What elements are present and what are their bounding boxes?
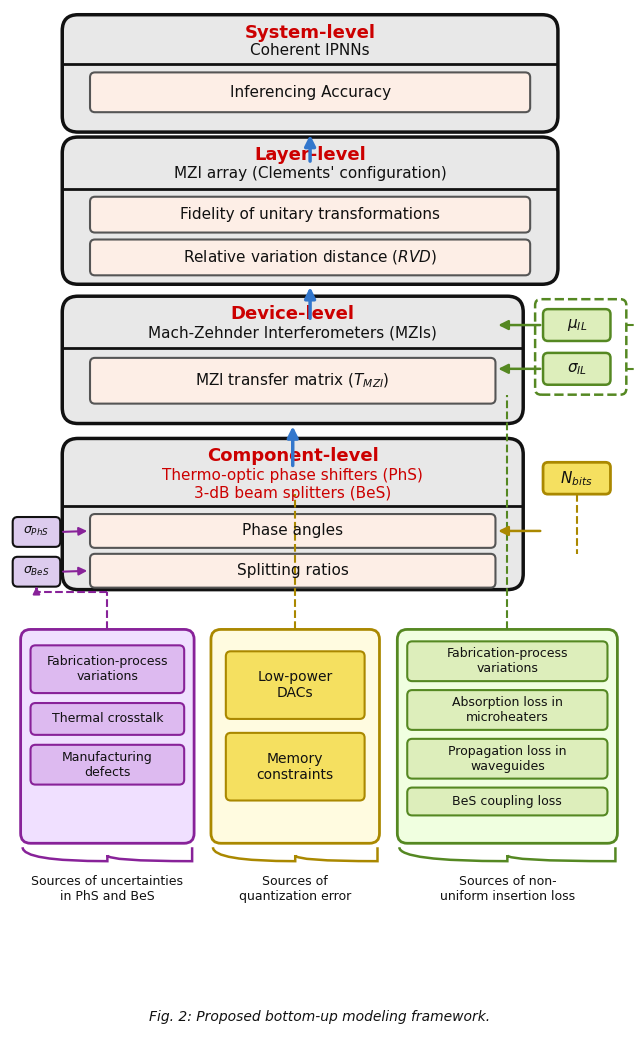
Text: Sources of non-
uniform insertion loss: Sources of non- uniform insertion loss bbox=[440, 875, 575, 903]
FancyBboxPatch shape bbox=[13, 556, 60, 587]
FancyBboxPatch shape bbox=[62, 138, 558, 284]
Text: Propagation loss in
waveguides: Propagation loss in waveguides bbox=[448, 745, 566, 773]
Text: $\sigma_{PhS}$: $\sigma_{PhS}$ bbox=[24, 525, 49, 539]
FancyBboxPatch shape bbox=[90, 514, 495, 548]
Text: BeS coupling loss: BeS coupling loss bbox=[452, 795, 562, 808]
Text: Fig. 2: Proposed bottom-up modeling framework.: Fig. 2: Proposed bottom-up modeling fram… bbox=[149, 1011, 491, 1024]
FancyBboxPatch shape bbox=[31, 745, 184, 785]
FancyBboxPatch shape bbox=[543, 353, 611, 384]
Text: Component-level: Component-level bbox=[207, 447, 379, 466]
Text: Low-power
DACs: Low-power DACs bbox=[257, 670, 333, 700]
Text: Mach-Zehnder Interferometers (MZIs): Mach-Zehnder Interferometers (MZIs) bbox=[148, 325, 437, 341]
FancyBboxPatch shape bbox=[20, 629, 194, 843]
FancyBboxPatch shape bbox=[90, 197, 530, 232]
FancyBboxPatch shape bbox=[62, 296, 524, 423]
Text: Relative variation distance ($\it{RVD}$): Relative variation distance ($\it{RVD}$) bbox=[183, 248, 437, 267]
Text: Absorption loss in
microheaters: Absorption loss in microheaters bbox=[452, 696, 563, 724]
Text: $N_{bits}$: $N_{bits}$ bbox=[561, 469, 593, 488]
Text: Fabrication-process
variations: Fabrication-process variations bbox=[47, 655, 168, 684]
Text: $\mu_{IL}$: $\mu_{IL}$ bbox=[566, 317, 587, 333]
FancyBboxPatch shape bbox=[62, 15, 558, 132]
Text: Memory
constraints: Memory constraints bbox=[257, 751, 334, 782]
Text: Layer-level: Layer-level bbox=[254, 146, 366, 164]
Text: Sources of uncertainties
in PhS and BeS: Sources of uncertainties in PhS and BeS bbox=[31, 875, 184, 903]
Text: $\sigma_{BeS}$: $\sigma_{BeS}$ bbox=[23, 565, 50, 578]
FancyBboxPatch shape bbox=[90, 240, 530, 275]
FancyBboxPatch shape bbox=[407, 642, 607, 681]
Text: Fidelity of unitary transformations: Fidelity of unitary transformations bbox=[180, 207, 440, 222]
Text: Sources of
quantization error: Sources of quantization error bbox=[239, 875, 351, 903]
Text: System-level: System-level bbox=[244, 24, 376, 42]
FancyBboxPatch shape bbox=[90, 554, 495, 588]
Text: $\sigma_{IL}$: $\sigma_{IL}$ bbox=[566, 361, 587, 376]
FancyBboxPatch shape bbox=[543, 463, 611, 494]
FancyBboxPatch shape bbox=[31, 645, 184, 693]
FancyBboxPatch shape bbox=[407, 739, 607, 778]
Text: Splitting ratios: Splitting ratios bbox=[237, 564, 349, 578]
FancyBboxPatch shape bbox=[407, 788, 607, 816]
Text: MZI array (Clements' configuration): MZI array (Clements' configuration) bbox=[173, 167, 447, 181]
FancyBboxPatch shape bbox=[226, 651, 365, 719]
Text: Phase angles: Phase angles bbox=[242, 523, 343, 539]
Text: MZI transfer matrix ($T_{MZI}$): MZI transfer matrix ($T_{MZI}$) bbox=[195, 372, 390, 390]
Text: 3-dB beam splitters (BeS): 3-dB beam splitters (BeS) bbox=[194, 486, 392, 500]
FancyBboxPatch shape bbox=[407, 690, 607, 729]
Text: Coherent IPNNs: Coherent IPNNs bbox=[250, 43, 370, 58]
FancyBboxPatch shape bbox=[226, 733, 365, 800]
FancyBboxPatch shape bbox=[31, 703, 184, 735]
FancyBboxPatch shape bbox=[13, 517, 60, 547]
FancyBboxPatch shape bbox=[90, 357, 495, 403]
FancyBboxPatch shape bbox=[397, 629, 618, 843]
FancyBboxPatch shape bbox=[211, 629, 380, 843]
Text: Fabrication-process
variations: Fabrication-process variations bbox=[447, 647, 568, 675]
Text: Thermo-optic phase shifters (PhS): Thermo-optic phase shifters (PhS) bbox=[163, 468, 423, 482]
Text: Thermal crosstalk: Thermal crosstalk bbox=[52, 713, 163, 725]
Text: Manufacturing
defects: Manufacturing defects bbox=[62, 750, 153, 778]
FancyBboxPatch shape bbox=[62, 439, 524, 590]
FancyBboxPatch shape bbox=[90, 72, 530, 113]
FancyBboxPatch shape bbox=[543, 309, 611, 341]
Text: Inferencing Accuracy: Inferencing Accuracy bbox=[230, 84, 390, 100]
Text: Device-level: Device-level bbox=[231, 305, 355, 323]
